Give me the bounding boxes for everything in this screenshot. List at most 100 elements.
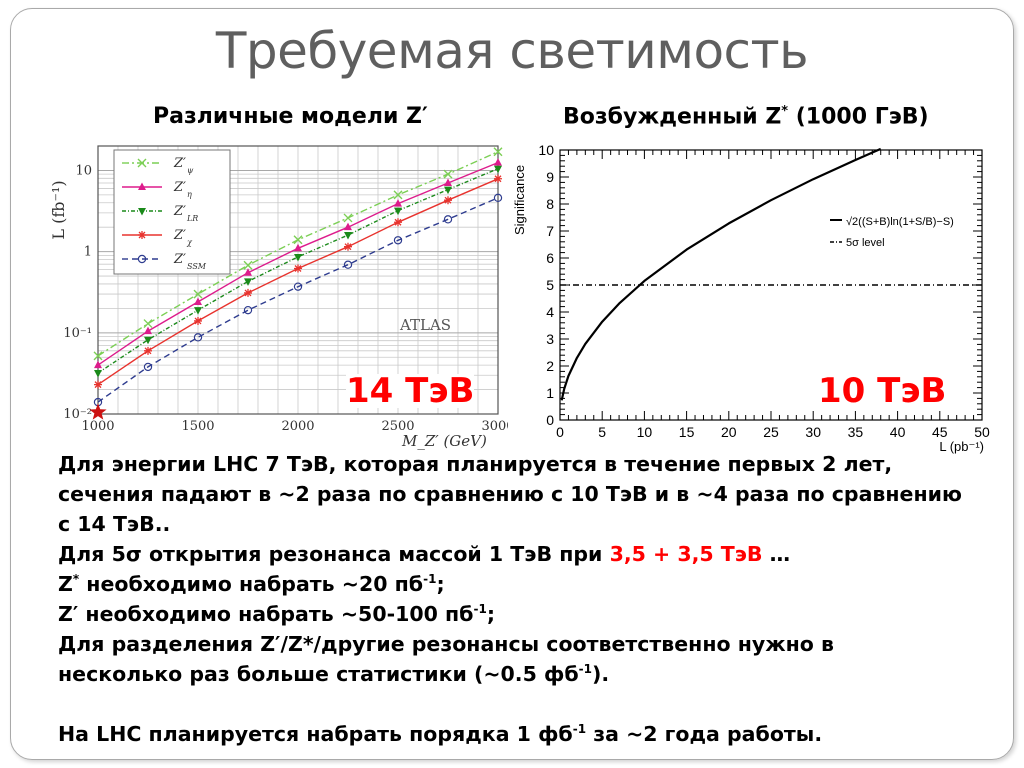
series-marker	[393, 236, 403, 245]
y-tick-labels: 10⁻² 10⁻¹ 1 10	[63, 163, 92, 422]
x-tick-labels: 1000 1500 2000 2500 3000	[81, 419, 508, 434]
p3-c: ;	[436, 572, 445, 596]
series-marker	[93, 351, 103, 361]
series-marker	[393, 190, 403, 200]
x-tick-label: 35	[848, 424, 864, 440]
p3-a: Z	[58, 572, 73, 596]
y-tick-label: 9	[546, 169, 554, 185]
series-marker	[293, 282, 303, 291]
paragraph-gap	[58, 689, 963, 719]
y-tick-label: 0	[546, 412, 554, 428]
legend: √2((S+B)ln(1+S/B)−S) 5σ level	[830, 216, 954, 249]
y-tick-label: 5	[546, 277, 554, 293]
highlight-star	[89, 403, 107, 420]
series-marker	[244, 268, 252, 276]
body-text: Для энергии LHC 7 ТэВ, которая планирует…	[58, 449, 963, 749]
series-marker	[294, 253, 302, 262]
series-marker	[344, 242, 352, 251]
y-axis-label: Significance	[512, 165, 527, 235]
series-marker	[243, 260, 253, 270]
p3-sup2: -1	[423, 572, 437, 587]
series-marker	[344, 222, 352, 231]
p5-a: Для разделения Z′/Z*/другие резонансы со…	[58, 632, 834, 686]
legend-label-sub: SSM	[187, 262, 207, 271]
zprime-luminosity-chart: 1000 1500 2000 2500 3000 10⁻² 10⁻¹ 1 10 L (fb⁻¹) M…	[49, 145, 508, 450]
y-tick-label: 8	[546, 196, 554, 212]
significance-curve	[560, 147, 882, 401]
x-axis-label: M_Z′ (GeV)	[401, 432, 487, 450]
p2-highlight: 3,5 + 3,5 ТэВ	[609, 542, 763, 566]
subtitle-right: Возбужденный Z* (1000 ГэВ)	[563, 104, 929, 129]
series-marker	[244, 288, 252, 297]
slide-frame	[10, 8, 1014, 760]
series-lr	[94, 165, 502, 378]
y-tick-label: 1	[84, 245, 92, 260]
series-marker	[244, 278, 252, 286]
series-marker	[94, 360, 102, 369]
legend-label-sub: LR	[186, 214, 198, 223]
series-marker	[494, 174, 502, 183]
plot-frame	[97, 145, 499, 415]
x-tick-label: 2000	[281, 419, 314, 434]
series-marker	[193, 289, 203, 299]
y-tick-label: 4	[546, 304, 554, 320]
series-marker	[343, 213, 353, 223]
energy-label-14tev: 14 ТэВ	[346, 371, 475, 411]
p3-sup1: *	[72, 572, 80, 587]
paragraph-2: Для 5σ открытия резонанса массой 1 ТэВ п…	[58, 539, 963, 569]
ticks	[559, 149, 983, 421]
legend-label-sub: χ	[186, 238, 193, 247]
series-ssm	[93, 193, 503, 407]
series-χ	[94, 174, 502, 389]
series-marker	[494, 165, 502, 174]
y-tick-label: 6	[546, 250, 554, 266]
series-marker	[243, 305, 253, 315]
paragraph-6: На LHC планируется набрать порядка 1 фб-…	[58, 719, 963, 749]
subtitle-right-sup: *	[781, 104, 789, 119]
series-marker	[444, 196, 452, 205]
x-tick-label: 1500	[181, 419, 214, 434]
series-marker	[193, 333, 203, 342]
x-tick-label: 10	[637, 424, 653, 440]
series-marker	[344, 232, 352, 240]
subtitle-right-main: Возбужденный Z	[563, 104, 782, 130]
p2-end: …	[762, 542, 791, 566]
series-marker	[493, 193, 503, 203]
series-marker	[194, 316, 202, 325]
series-marker	[493, 147, 503, 157]
subtitle-right-tail: (1000 ГэВ)	[788, 104, 929, 130]
x-tick-label: 2500	[381, 419, 414, 434]
x-tick-label: 45	[932, 424, 948, 440]
x-tick-label: 25	[763, 424, 779, 440]
series-η	[94, 158, 502, 369]
p5-b: ).	[592, 662, 610, 686]
series-marker	[194, 307, 202, 315]
legend-marker	[137, 158, 147, 168]
x-tick-label: 20	[721, 424, 737, 440]
series-marker	[394, 218, 402, 227]
series-marker	[294, 243, 302, 252]
y-tick-labels: 0 1 2 3 4 5 6 7 8 9 10	[538, 142, 554, 428]
paragraph-3: Z* необходимо набрать ~20 пб-1;	[58, 569, 963, 599]
x-tick-label: 0	[556, 424, 564, 440]
y-axis-label: L (fb⁻¹)	[49, 180, 68, 239]
series-marker	[143, 362, 153, 372]
series-marker	[394, 207, 402, 216]
series-marker	[194, 297, 202, 305]
series-marker	[293, 235, 303, 245]
series-marker	[294, 264, 302, 273]
series-marker	[143, 319, 153, 329]
p6-a: На LHC планируется набрать порядка 1 фб	[58, 722, 573, 746]
p4-sup: -1	[473, 602, 487, 617]
legend-label-sub: η	[187, 190, 192, 199]
legend: Z′ψZ′ηZ′LRZ′χZ′SSM	[113, 149, 231, 275]
y-tick-label: 10⁻¹	[63, 326, 92, 341]
legend-marker	[138, 208, 146, 216]
series-marker	[444, 186, 452, 195]
x-tick-label: 3000	[481, 419, 508, 434]
series-marker	[343, 260, 353, 269]
series-ψ	[93, 147, 503, 361]
y-tick-label: 10	[538, 142, 554, 158]
legend-label-curve: √2((S+B)ln(1+S/B)−S)	[846, 216, 954, 228]
legend-label-level: 5σ level	[846, 237, 885, 249]
